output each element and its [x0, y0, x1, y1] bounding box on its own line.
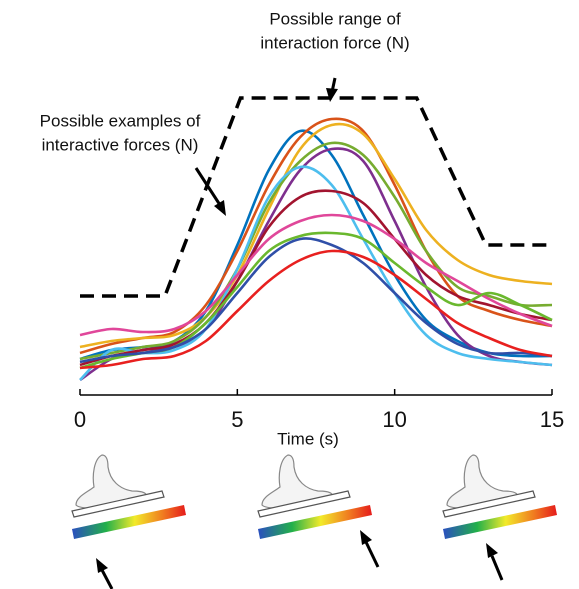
annotation: Possible examples of	[40, 111, 201, 130]
force-range-envelope	[80, 96, 552, 298]
x-tick-label: 15	[540, 407, 564, 432]
x-axis-label: Time (s)	[277, 429, 339, 448]
force-curve	[79, 249, 553, 370]
x-tick-label: 10	[382, 407, 406, 432]
annotation: interactive forces (N)	[42, 135, 199, 154]
force-curve	[79, 129, 553, 361]
force-curve	[79, 147, 553, 382]
force-curve	[79, 213, 553, 337]
force-curve	[79, 165, 553, 381]
annotation: Possible range of	[269, 9, 401, 28]
force-curve	[79, 122, 553, 349]
force-curve	[79, 141, 553, 361]
force-curve	[79, 189, 553, 367]
plot	[79, 96, 553, 382]
x-tick-label: 0	[74, 407, 86, 432]
annotation: interaction force (N)	[260, 33, 409, 52]
x-tick-label: 5	[231, 407, 243, 432]
force-curve	[79, 237, 553, 364]
foot-illustrations	[71, 454, 558, 540]
